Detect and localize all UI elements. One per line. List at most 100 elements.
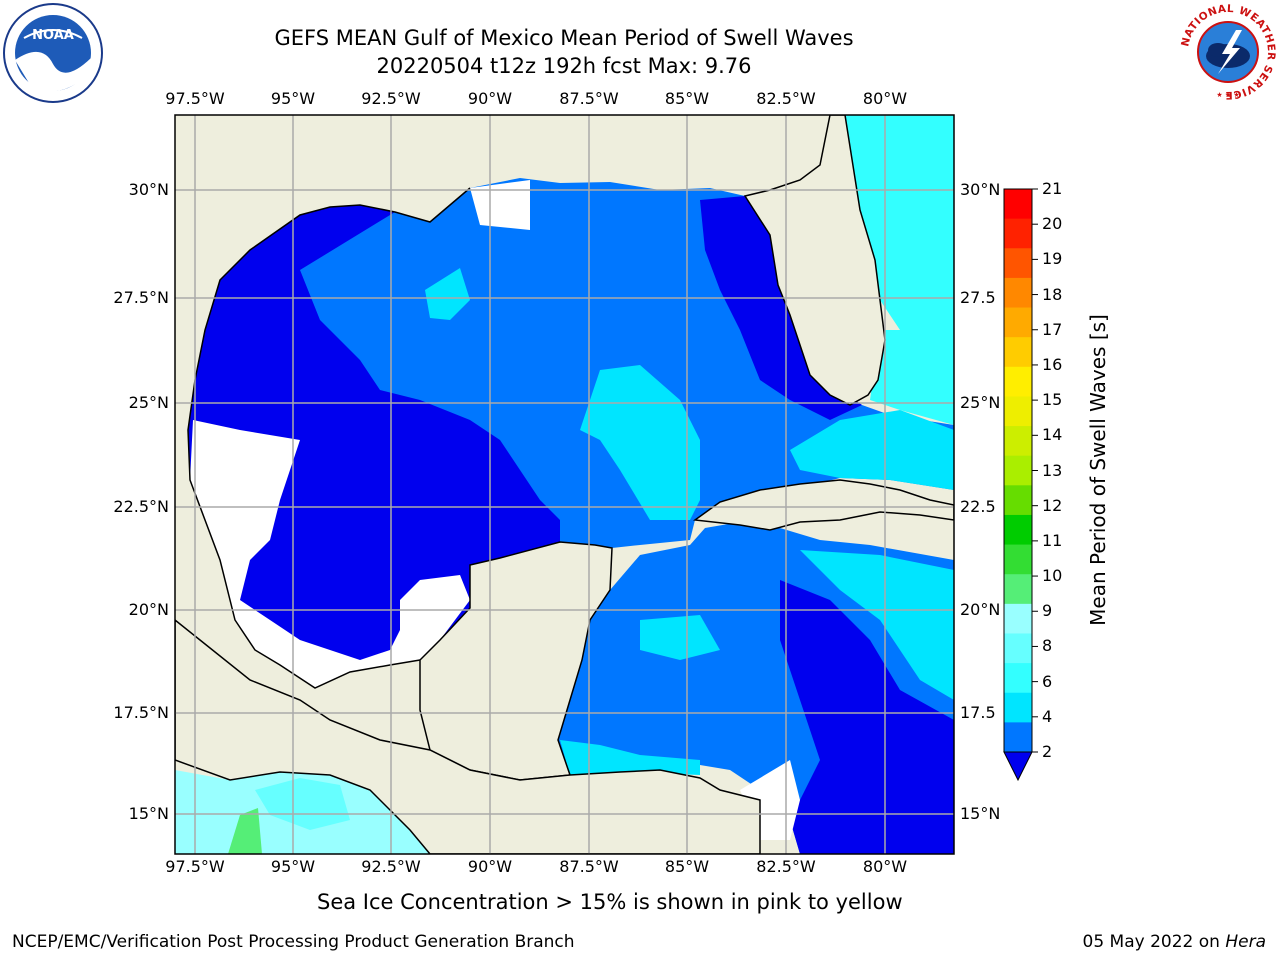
lon-tick-bottom: 85°W <box>664 857 710 876</box>
lat-tick-right: 15°N <box>960 804 1001 823</box>
missing-data-west <box>190 420 470 688</box>
lat-tick-left: 25°N <box>128 393 169 412</box>
lat-tick-right: 20°N <box>960 600 1001 619</box>
pacific-ocean-green <box>228 808 262 854</box>
lon-tick-bottom: 90°W <box>467 857 513 876</box>
lon-tick-top: 85°W <box>664 89 710 108</box>
missing-data-north <box>470 180 530 230</box>
colorbar-segment <box>1004 692 1032 723</box>
colorbar-tick-label: 10 <box>1042 566 1063 586</box>
lon-tick-top: 97.5°W <box>165 89 225 108</box>
colorbar-segment <box>1004 514 1032 546</box>
colorbar-tick-label: 8 <box>1042 636 1053 656</box>
svg-text:★ ★ ★: ★ ★ ★ <box>1216 91 1239 99</box>
swell-region-cyan-5 <box>425 268 470 320</box>
lon-tick-top: 90°W <box>467 89 513 108</box>
colorbar-segment <box>1004 218 1032 249</box>
colorbar <box>1003 188 1038 782</box>
colorbar-tick-label: 21 <box>1042 179 1063 198</box>
sea-ice-caption: Sea Ice Concentration > 15% is shown in … <box>317 890 903 914</box>
chart-subtitle: 20220504 t12z 192h fcst Max: 9.76 <box>376 54 752 78</box>
colorbar-segment <box>1004 633 1032 664</box>
colorbar-label: Mean Period of Swell Waves [s] <box>1086 314 1110 626</box>
colorbar-segment <box>1004 574 1032 605</box>
lat-tick-left: 17.5°N <box>113 703 169 722</box>
colorbar-tick-label: 11 <box>1042 530 1063 550</box>
lon-tick-bottom: 87.5°W <box>559 857 619 876</box>
colorbar-tick-label: 4 <box>1042 706 1053 726</box>
colorbar-segment <box>1004 426 1032 457</box>
lat-tick-right: 17.5 <box>960 703 996 722</box>
footer-date-text: 05 May 2022 on <box>1082 932 1226 952</box>
colorbar-segment <box>1004 603 1032 634</box>
colorbar-tick-label: 13 <box>1042 460 1063 480</box>
atlantic-ocean-south <box>870 330 954 425</box>
colorbar-segment <box>1004 485 1032 516</box>
noaa-logo: NOAA <box>3 3 103 103</box>
lon-tick-bottom: 80°W <box>862 857 908 876</box>
lon-tick-top: 82.5°W <box>756 89 816 108</box>
gulf-coastline <box>187 187 471 689</box>
colorbar-tick-label: 20 <box>1042 214 1063 234</box>
nws-logo: NATIONAL WEATHER SERVICE ★ ★ ★ <box>1179 3 1276 101</box>
colorbar-tick-label: 6 <box>1042 671 1053 691</box>
colorbar-tick-label: 12 <box>1042 495 1063 515</box>
swell-region-cyan-2 <box>790 410 954 490</box>
colorbar-segment <box>1004 663 1032 694</box>
pacific-ocean-cyan <box>255 778 350 830</box>
lat-tick-left: 22.5°N <box>113 497 169 516</box>
lon-tick-top: 92.5°W <box>361 89 421 108</box>
colorbar-tick-label: 18 <box>1042 284 1063 304</box>
colorbar-segment <box>1004 337 1032 368</box>
colorbar-segment <box>1004 455 1032 486</box>
chart-title: GEFS MEAN Gulf of Mexico Mean Period of … <box>274 26 854 50</box>
lon-tick-bottom: 97.5°W <box>165 857 225 876</box>
colorbar-tick-label: 14 <box>1042 425 1063 445</box>
colorbar-tick-label: 19 <box>1042 249 1063 269</box>
atlantic-ocean <box>845 115 954 340</box>
lon-tick-bottom: 92.5°W <box>361 857 421 876</box>
colorbar-segment <box>1004 277 1032 309</box>
lon-tick-top: 95°W <box>270 89 316 108</box>
central-america-land <box>175 619 761 854</box>
colorbar-tick-label: 15 <box>1042 390 1063 410</box>
lon-tick-bottom: 95°W <box>270 857 316 876</box>
swell-region-cyan-6 <box>560 740 700 775</box>
colorbar-extend-arrow <box>1003 751 1033 782</box>
lat-tick-right: 25°N <box>960 393 1001 412</box>
lon-tick-bottom: 82.5°W <box>756 857 816 876</box>
colorbar-segment <box>1004 189 1032 220</box>
lat-tick-left: 27.5°N <box>113 288 169 307</box>
swell-region-dark-west <box>188 205 560 688</box>
lat-tick-right: 22.5 <box>960 497 996 516</box>
colorbar-segment <box>1004 544 1032 575</box>
map-area <box>175 115 954 854</box>
lon-tick-top: 80°W <box>862 89 908 108</box>
florida-land <box>743 115 886 406</box>
colorbar-segment <box>1004 722 1032 753</box>
colorbar-segment <box>1004 307 1032 338</box>
colorbar-tick-label: 16 <box>1042 354 1063 374</box>
swell-region-dark-carib <box>780 580 954 854</box>
footer-machine: Hera <box>1225 932 1266 952</box>
lon-tick-top: 87.5°W <box>559 89 619 108</box>
colorbar-tick-label: 9 <box>1042 601 1053 621</box>
colorbar-segment <box>1004 248 1032 279</box>
footer-credit: NCEP/EMC/Verification Post Processing Pr… <box>12 932 575 952</box>
lat-tick-left: 30°N <box>128 180 169 199</box>
swell-region-cyan-3 <box>800 550 954 700</box>
colorbar-segment <box>1004 396 1032 427</box>
colorbar-tick-label: 2 <box>1042 742 1053 761</box>
colorbar-tick-label: 17 <box>1042 319 1063 339</box>
lat-tick-right: 27.5 <box>960 288 996 307</box>
grid-lines <box>175 115 954 854</box>
colorbar-segment <box>1004 366 1032 397</box>
footer-date: 05 May 2022 on Hera <box>1083 932 1267 952</box>
lat-tick-left: 15°N <box>128 804 169 823</box>
swell-region-cyan-4 <box>640 615 720 660</box>
lat-tick-right: 30°N <box>960 180 1001 199</box>
lat-tick-left: 20°N <box>128 600 169 619</box>
noaa-logo-text: NOAA <box>32 28 74 43</box>
map-frame <box>174 114 955 855</box>
